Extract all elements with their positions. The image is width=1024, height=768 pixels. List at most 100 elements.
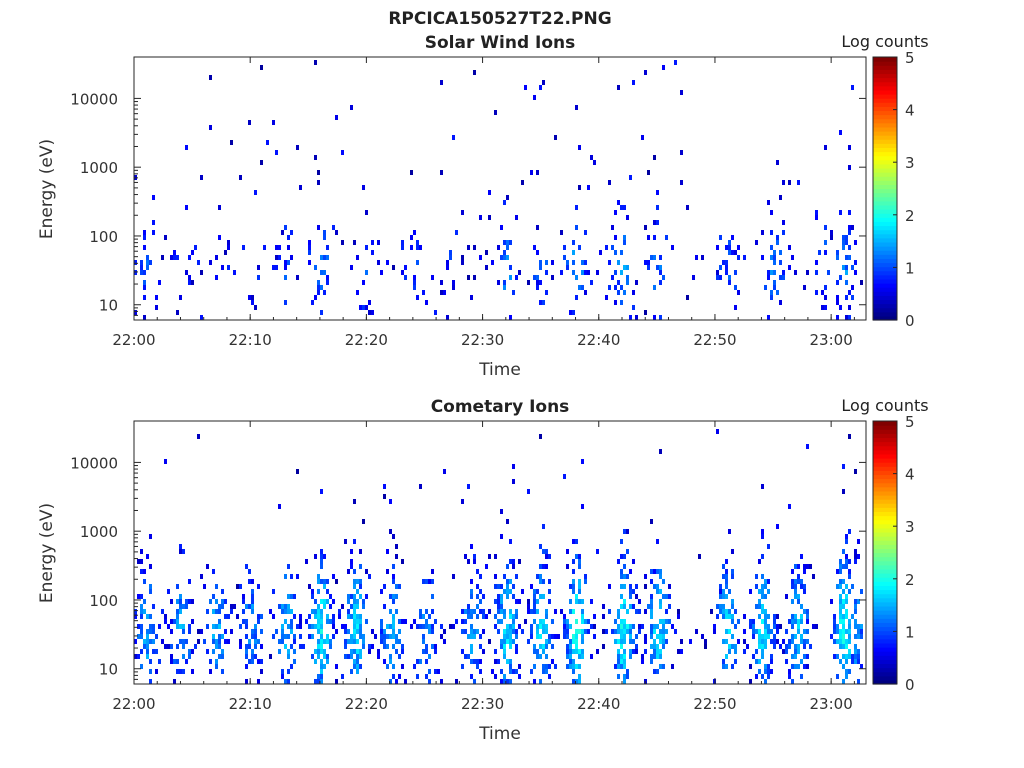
data-cell xyxy=(833,639,836,644)
data-cell xyxy=(653,629,656,634)
data-cell xyxy=(323,235,326,240)
data-cell xyxy=(326,619,329,624)
data-cell xyxy=(356,589,359,594)
data-cell xyxy=(287,604,290,609)
data-cell xyxy=(833,619,836,624)
data-cell xyxy=(284,609,287,614)
data-cell xyxy=(722,614,725,619)
data-cell xyxy=(545,664,548,669)
data-cell xyxy=(614,235,617,240)
data-cell xyxy=(254,190,257,195)
data-cell xyxy=(626,529,629,534)
data-cell xyxy=(392,574,395,579)
data-cell xyxy=(593,160,596,165)
data-cell xyxy=(566,634,569,639)
data-cell xyxy=(578,674,581,679)
data-cell xyxy=(314,614,317,619)
data-cell xyxy=(575,629,578,634)
data-cell xyxy=(578,579,581,584)
data-cell xyxy=(305,559,308,564)
data-cell xyxy=(362,644,365,649)
colorbar-swatch xyxy=(873,490,897,496)
data-cell xyxy=(356,599,359,604)
data-cell xyxy=(644,649,647,654)
data-cell xyxy=(848,654,851,659)
data-cell xyxy=(470,624,473,629)
data-cell xyxy=(287,634,290,639)
data-cell xyxy=(365,270,368,275)
data-cell xyxy=(851,85,854,90)
data-cell xyxy=(764,629,767,634)
data-cell xyxy=(572,664,575,669)
data-cell xyxy=(317,290,320,295)
data-cell xyxy=(764,664,767,669)
data-cell xyxy=(146,614,149,619)
data-cell xyxy=(626,624,629,629)
data-cell xyxy=(134,654,137,659)
data-cell xyxy=(320,639,323,644)
data-cell xyxy=(659,599,662,604)
data-cell xyxy=(293,634,296,639)
data-cell xyxy=(149,589,152,594)
data-cell xyxy=(794,634,797,639)
data-cell xyxy=(581,285,584,290)
data-cell xyxy=(314,265,317,270)
data-cell xyxy=(614,629,617,634)
data-cell xyxy=(860,280,863,285)
data-cell xyxy=(764,644,767,649)
colorbar-swatch xyxy=(873,283,897,288)
data-cell xyxy=(794,644,797,649)
data-cell xyxy=(722,664,725,669)
data-cell xyxy=(731,634,734,639)
data-cell xyxy=(470,579,473,584)
data-cell xyxy=(134,609,137,614)
data-cell xyxy=(320,619,323,624)
data-cell xyxy=(848,669,851,674)
data-cell xyxy=(353,629,356,634)
data-cell xyxy=(575,554,578,559)
data-cell xyxy=(473,629,476,634)
data-cell xyxy=(512,584,515,589)
data-cell xyxy=(659,449,662,454)
data-cell xyxy=(653,569,656,574)
data-cell xyxy=(338,609,341,614)
data-cell xyxy=(530,624,533,629)
data-cell xyxy=(719,589,722,594)
colorbar-swatch xyxy=(873,188,897,194)
data-cell xyxy=(371,240,374,245)
data-cell xyxy=(380,629,383,634)
data-cell xyxy=(632,649,635,654)
data-cell xyxy=(320,549,323,554)
data-cell xyxy=(605,629,608,634)
data-cell xyxy=(506,589,509,594)
colorbar-swatch xyxy=(873,151,897,157)
data-cell xyxy=(320,669,323,674)
data-cell xyxy=(752,634,755,639)
data-cell xyxy=(308,624,311,629)
data-cell xyxy=(647,604,650,609)
data-cell xyxy=(320,674,323,679)
colorbar-swatch xyxy=(873,295,897,301)
data-cell xyxy=(386,634,389,639)
data-cell xyxy=(527,599,530,604)
colorbar-swatch xyxy=(873,57,897,62)
data-cell xyxy=(422,290,425,295)
data-cell xyxy=(299,644,302,649)
data-cell xyxy=(221,649,224,654)
data-cell xyxy=(401,245,404,250)
data-cell xyxy=(578,584,581,589)
data-cell xyxy=(392,644,395,649)
data-cell xyxy=(587,629,590,634)
data-cell xyxy=(389,659,392,664)
data-cell xyxy=(803,664,806,669)
data-cell xyxy=(722,639,725,644)
data-cell xyxy=(158,280,161,285)
data-cell xyxy=(419,484,422,489)
data-cell xyxy=(320,609,323,614)
data-cell xyxy=(320,644,323,649)
data-cell xyxy=(821,305,824,310)
data-cell xyxy=(509,609,512,614)
data-cell xyxy=(551,644,554,649)
data-cell xyxy=(557,634,560,639)
colorbar-swatch xyxy=(873,503,897,508)
